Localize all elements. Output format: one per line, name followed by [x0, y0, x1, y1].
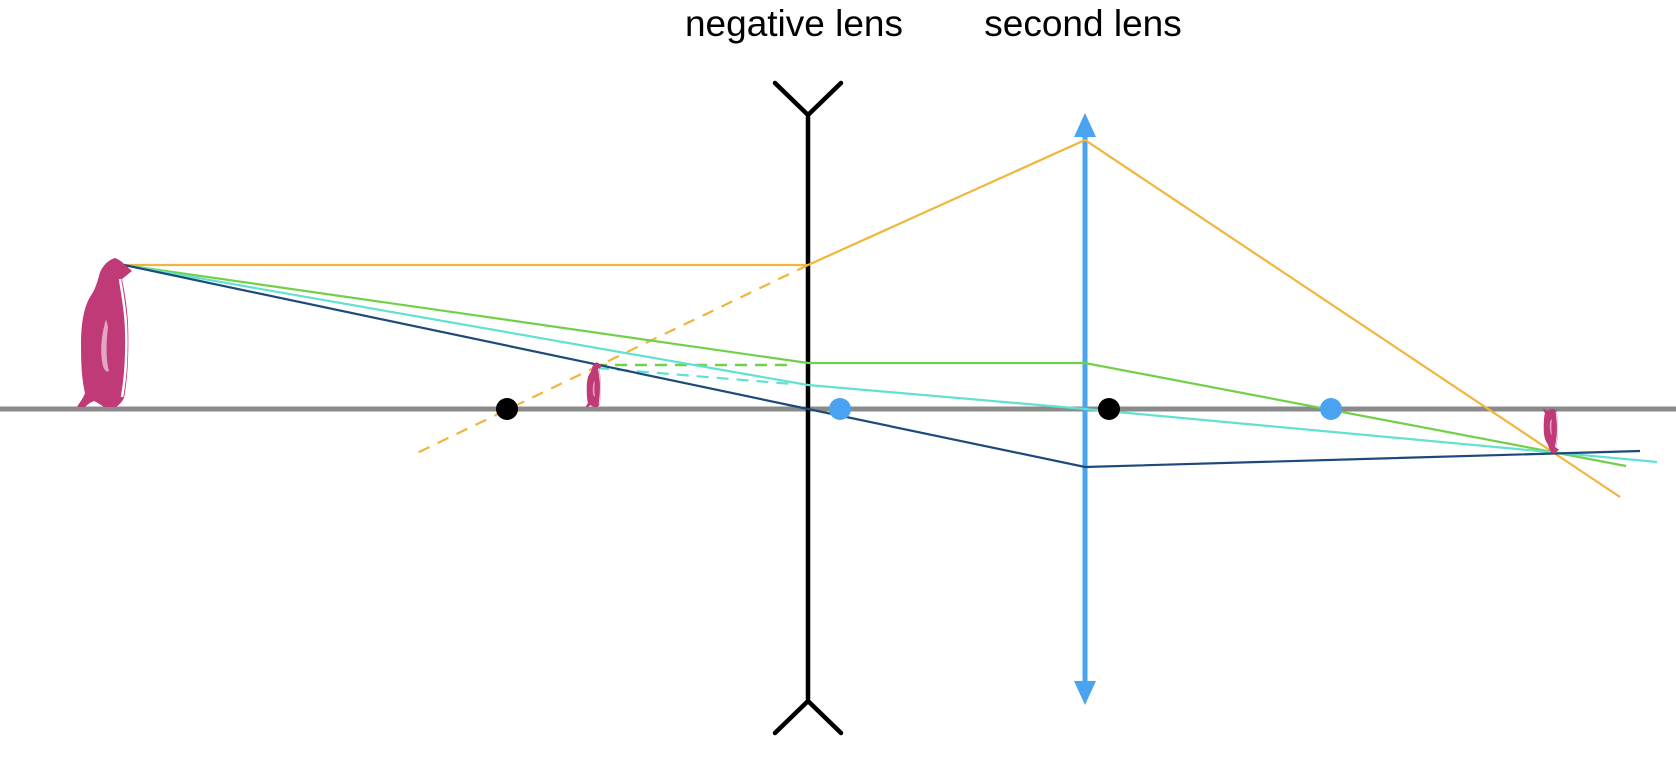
second-lens-focal-point-right — [1320, 398, 1342, 420]
second-lens-bottom-arrowhead — [1074, 681, 1096, 705]
negative-lens-top-chevron — [772, 80, 844, 119]
second-lens-label: second lens — [984, 3, 1181, 44]
ray-navy — [123, 263, 1641, 469]
negative-lens-focal-point-left — [496, 398, 518, 420]
ray-green — [123, 263, 1627, 468]
second-lens-top-arrowhead — [1074, 113, 1096, 137]
object-penguin-icon — [75, 256, 134, 409]
negative-lens-label: negative lens — [685, 3, 903, 44]
ray-orange — [124, 138, 1621, 498]
negative-lens-focal-point-right — [1098, 398, 1120, 420]
ray-orange-virtual-extension — [416, 264, 809, 454]
negative-lens — [772, 80, 844, 736]
negative-lens-bottom-chevron — [772, 697, 844, 736]
ray-cyan-virtual-extension — [596, 366, 793, 386]
ray-cyan — [123, 263, 1658, 464]
second-lens-focal-point-left — [829, 398, 851, 420]
